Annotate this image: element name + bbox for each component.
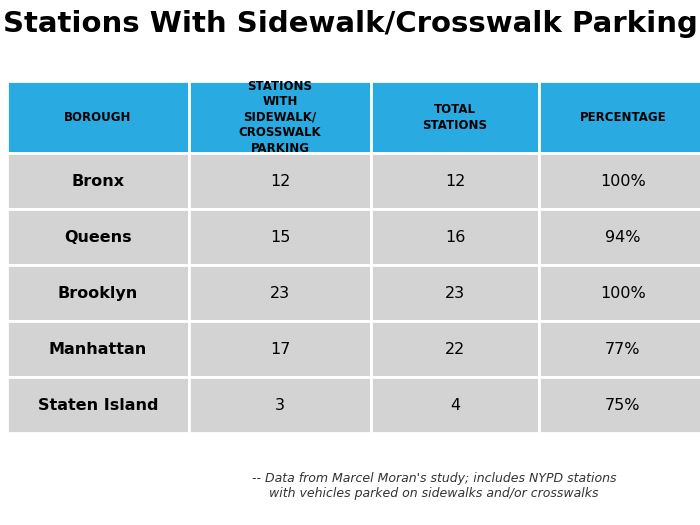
Polygon shape [189, 209, 371, 265]
Polygon shape [7, 81, 189, 153]
Polygon shape [189, 153, 371, 209]
Text: 23: 23 [445, 286, 465, 301]
Polygon shape [371, 209, 539, 265]
Text: Stations With Sidewalk/Crosswalk Parking: Stations With Sidewalk/Crosswalk Parking [3, 9, 697, 38]
Text: 77%: 77% [606, 342, 640, 356]
Polygon shape [539, 81, 700, 153]
Text: 17: 17 [270, 342, 290, 356]
Text: -- Data from Marcel Moran's study; includes NYPD stations
with vehicles parked o: -- Data from Marcel Moran's study; inclu… [252, 471, 616, 500]
Text: BOROUGH: BOROUGH [64, 111, 132, 124]
Polygon shape [371, 153, 539, 209]
Polygon shape [7, 377, 189, 433]
Polygon shape [7, 265, 189, 321]
Polygon shape [539, 321, 700, 377]
Text: TOTAL
STATIONS: TOTAL STATIONS [423, 103, 487, 132]
Polygon shape [189, 321, 371, 377]
Text: STATIONS
WITH
SIDEWALK/
CROSSWALK
PARKING: STATIONS WITH SIDEWALK/ CROSSWALK PARKIN… [239, 80, 321, 155]
Text: 94%: 94% [606, 230, 640, 245]
Text: 16: 16 [444, 230, 466, 245]
Text: 100%: 100% [600, 174, 646, 189]
Polygon shape [7, 321, 189, 377]
Polygon shape [189, 377, 371, 433]
Text: PERCENTAGE: PERCENTAGE [580, 111, 666, 124]
Text: 12: 12 [444, 174, 466, 189]
Polygon shape [539, 153, 700, 209]
Polygon shape [7, 209, 189, 265]
Polygon shape [371, 377, 539, 433]
Text: 12: 12 [270, 174, 290, 189]
Text: Staten Island: Staten Island [38, 397, 158, 413]
Text: 23: 23 [270, 286, 290, 301]
Text: Queens: Queens [64, 230, 132, 245]
Polygon shape [189, 81, 371, 153]
Text: 4: 4 [450, 397, 460, 413]
Text: 15: 15 [270, 230, 290, 245]
Text: Bronx: Bronx [71, 174, 125, 189]
Polygon shape [539, 209, 700, 265]
Text: 75%: 75% [606, 397, 640, 413]
Polygon shape [371, 265, 539, 321]
Text: 100%: 100% [600, 286, 646, 301]
Polygon shape [371, 321, 539, 377]
Polygon shape [7, 153, 189, 209]
Polygon shape [371, 81, 539, 153]
Text: Manhattan: Manhattan [49, 342, 147, 356]
Polygon shape [539, 265, 700, 321]
Polygon shape [539, 377, 700, 433]
Text: Brooklyn: Brooklyn [58, 286, 138, 301]
Polygon shape [189, 265, 371, 321]
Text: 22: 22 [445, 342, 465, 356]
Text: 3: 3 [275, 397, 285, 413]
